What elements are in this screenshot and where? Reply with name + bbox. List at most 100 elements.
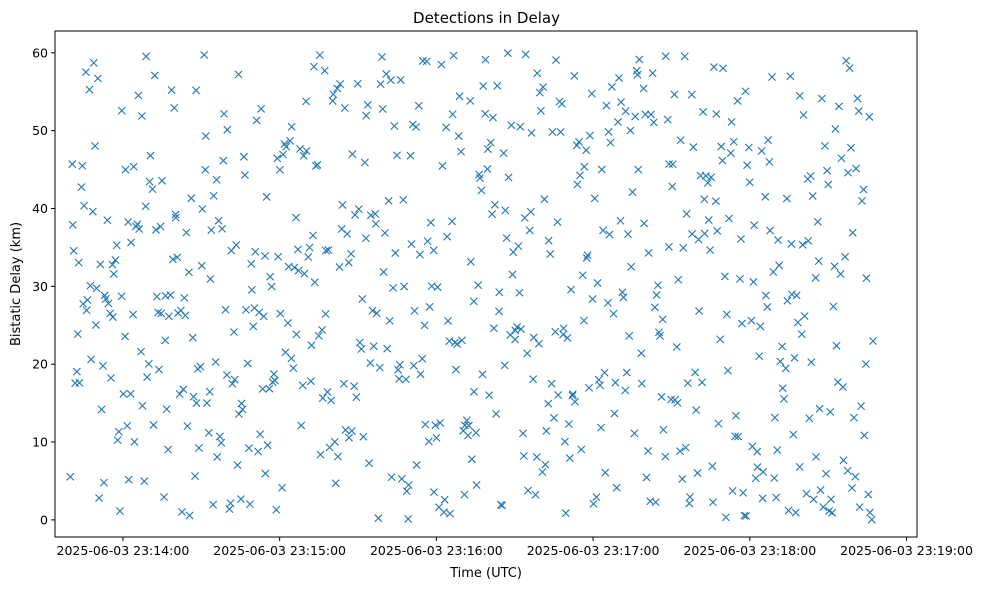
- data-point-marker: [151, 225, 160, 234]
- data-point-marker: [290, 263, 299, 272]
- data-point-marker: [101, 294, 110, 303]
- data-point-marker: [244, 444, 253, 453]
- data-point-marker: [117, 106, 126, 115]
- data-point-marker: [507, 121, 516, 130]
- data-point-marker: [448, 110, 457, 119]
- data-point-marker: [582, 146, 591, 155]
- data-point-marker: [209, 191, 218, 200]
- data-point-marker: [819, 502, 828, 511]
- data-point-marker: [289, 364, 298, 373]
- data-point-marker: [192, 399, 201, 408]
- data-point-marker: [631, 112, 640, 121]
- data-point-marker: [583, 251, 592, 260]
- data-point-marker: [124, 475, 133, 484]
- data-point-marker: [113, 436, 122, 445]
- data-point-marker: [338, 200, 347, 209]
- data-point-marker: [564, 420, 573, 429]
- data-point-marker: [269, 370, 278, 379]
- data-point-marker: [350, 382, 359, 391]
- data-point-marker: [712, 110, 721, 119]
- data-point-marker: [483, 165, 492, 174]
- data-point-marker: [720, 272, 729, 281]
- data-point-marker: [652, 291, 661, 300]
- data-point-marker: [546, 250, 555, 259]
- data-point-marker: [691, 368, 700, 377]
- data-point-marker: [726, 149, 735, 158]
- data-point-marker: [776, 357, 785, 366]
- data-point-marker: [369, 342, 378, 351]
- data-point-marker: [827, 495, 835, 504]
- data-point-marker: [238, 405, 247, 414]
- data-point-marker: [791, 508, 800, 517]
- data-point-marker: [93, 74, 102, 83]
- data-point-marker: [106, 309, 115, 318]
- data-point-marker: [335, 263, 344, 272]
- data-point-marker: [220, 109, 229, 118]
- data-point-marker: [618, 288, 627, 297]
- data-point-marker: [148, 185, 157, 194]
- data-point-marker: [625, 331, 634, 340]
- data-point-marker: [603, 298, 612, 307]
- data-point-marker: [306, 377, 315, 386]
- data-point-marker: [612, 483, 621, 492]
- data-point-marker: [108, 313, 117, 322]
- data-point-marker: [701, 171, 710, 180]
- data-point-marker: [721, 513, 730, 522]
- data-point-marker: [211, 357, 220, 366]
- data-point-marker: [145, 177, 154, 186]
- data-point-marker: [648, 69, 657, 78]
- data-point-marker: [149, 420, 158, 429]
- data-point-marker: [619, 293, 628, 302]
- data-point-marker: [761, 192, 770, 201]
- data-point-marker: [784, 506, 793, 515]
- data-point-marker: [495, 288, 504, 297]
- data-point-marker: [838, 383, 847, 392]
- data-point-marker: [348, 150, 357, 159]
- data-point-marker: [336, 79, 345, 88]
- data-point-marker: [360, 158, 369, 167]
- data-point-marker: [299, 151, 308, 160]
- data-point-marker: [698, 378, 707, 387]
- data-point-marker: [857, 196, 866, 205]
- data-point-marker: [786, 72, 795, 81]
- data-point-marker: [751, 474, 760, 483]
- data-point-marker: [601, 468, 610, 477]
- data-point-marker: [820, 141, 829, 150]
- data-point-marker: [779, 394, 788, 403]
- data-point-marker: [665, 160, 674, 169]
- data-point-marker: [213, 453, 222, 462]
- data-point-marker: [588, 295, 597, 304]
- data-point-marker: [178, 507, 187, 516]
- data-point-marker: [146, 151, 155, 160]
- data-point-marker: [152, 292, 161, 301]
- data-point-marker: [374, 514, 383, 523]
- data-point-marker: [570, 71, 579, 80]
- data-point-marker: [77, 183, 86, 192]
- data-point-marker: [106, 374, 115, 383]
- data-point-marker: [406, 151, 415, 160]
- data-point-marker: [137, 111, 146, 120]
- data-point-marker: [703, 178, 712, 187]
- data-point-marker: [519, 451, 528, 460]
- data-point-marker: [488, 210, 497, 219]
- data-point-marker: [426, 218, 435, 227]
- data-point-marker: [164, 445, 173, 454]
- y-axis: 0 10 20 30 40 50 60: [32, 45, 55, 527]
- data-point-marker: [567, 285, 576, 294]
- data-point-marker: [717, 142, 726, 151]
- data-point-marker: [328, 96, 337, 105]
- data-point-marker: [676, 447, 685, 456]
- data-point-marker: [140, 477, 149, 486]
- data-point-marker: [478, 370, 487, 379]
- data-point-marker: [137, 347, 145, 356]
- data-point-marker: [212, 175, 221, 184]
- data-point-marker: [860, 431, 869, 440]
- data-point-marker: [143, 373, 152, 382]
- data-point-marker: [359, 432, 368, 441]
- data-point-marker: [743, 161, 752, 170]
- data-point-marker: [318, 325, 327, 334]
- data-point-marker: [672, 342, 681, 351]
- data-point-marker: [115, 507, 124, 516]
- data-point-marker: [816, 486, 825, 495]
- data-points: [66, 49, 878, 524]
